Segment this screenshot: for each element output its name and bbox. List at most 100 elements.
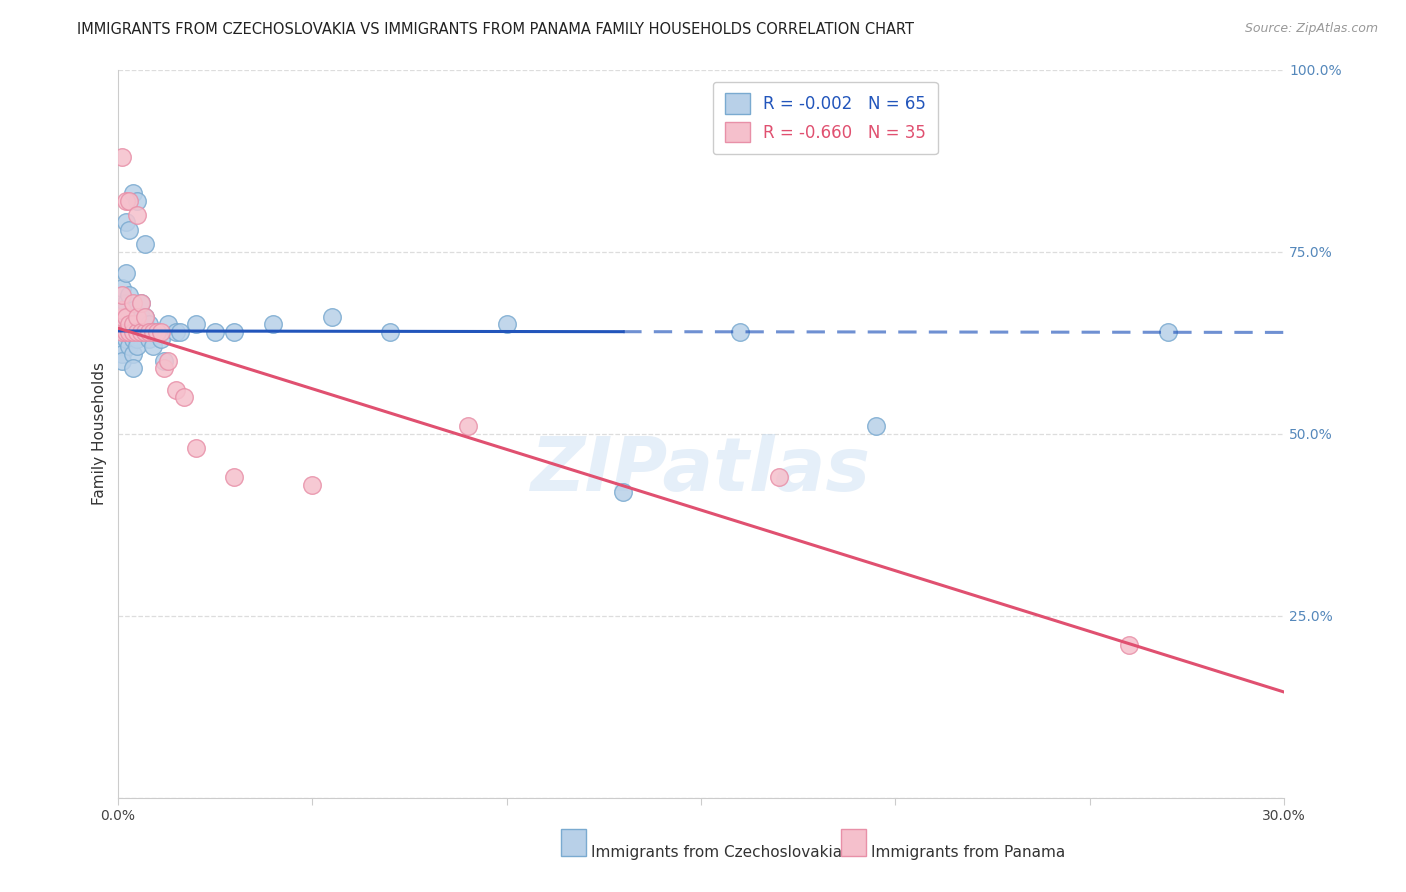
Point bbox=[114, 310, 136, 325]
Point bbox=[1156, 325, 1178, 339]
Point bbox=[184, 441, 207, 455]
Point bbox=[173, 390, 195, 404]
Point bbox=[127, 310, 149, 325]
Point bbox=[129, 325, 152, 339]
Point bbox=[118, 310, 141, 325]
Point bbox=[122, 325, 145, 339]
Point bbox=[134, 318, 156, 332]
Point bbox=[114, 215, 136, 229]
Point bbox=[768, 470, 790, 484]
Point bbox=[134, 310, 156, 325]
Point bbox=[127, 194, 149, 208]
Point bbox=[321, 310, 343, 325]
Point bbox=[145, 325, 167, 339]
Point bbox=[127, 325, 149, 339]
Point bbox=[111, 346, 134, 360]
Point bbox=[138, 332, 160, 346]
Point bbox=[122, 332, 145, 346]
Point bbox=[127, 318, 149, 332]
Text: ZIPatlas: ZIPatlas bbox=[531, 434, 872, 507]
Point bbox=[111, 150, 134, 164]
Point bbox=[111, 339, 134, 353]
Point bbox=[169, 325, 191, 339]
Point bbox=[127, 339, 149, 353]
Point bbox=[114, 302, 136, 317]
Text: Source: ZipAtlas.com: Source: ZipAtlas.com bbox=[1244, 22, 1378, 36]
Point bbox=[111, 310, 134, 325]
Point bbox=[165, 383, 187, 397]
Point bbox=[114, 295, 136, 310]
Y-axis label: Family Households: Family Households bbox=[93, 362, 107, 505]
Point bbox=[138, 325, 160, 339]
Point bbox=[111, 353, 134, 368]
Point bbox=[134, 237, 156, 252]
Point bbox=[224, 470, 246, 484]
Point bbox=[111, 295, 134, 310]
Point bbox=[111, 302, 134, 317]
Point bbox=[153, 361, 176, 376]
Point bbox=[122, 318, 145, 332]
Point bbox=[728, 325, 751, 339]
Point bbox=[118, 318, 141, 332]
Point bbox=[145, 325, 167, 339]
Point bbox=[149, 325, 172, 339]
Point bbox=[142, 325, 165, 339]
Point bbox=[114, 332, 136, 346]
Point bbox=[127, 332, 149, 346]
Point bbox=[118, 318, 141, 332]
Point bbox=[122, 346, 145, 360]
Point bbox=[122, 186, 145, 201]
Point bbox=[129, 325, 152, 339]
Point bbox=[118, 194, 141, 208]
Point bbox=[129, 318, 152, 332]
Point bbox=[114, 194, 136, 208]
Point bbox=[134, 310, 156, 325]
Point bbox=[612, 484, 634, 499]
Point bbox=[301, 477, 323, 491]
Point bbox=[184, 318, 207, 332]
Point bbox=[122, 318, 145, 332]
Point bbox=[138, 318, 160, 332]
Point bbox=[111, 281, 134, 295]
Point bbox=[122, 361, 145, 376]
Point bbox=[129, 310, 152, 325]
Point bbox=[134, 325, 156, 339]
Point bbox=[129, 295, 152, 310]
Point bbox=[111, 325, 134, 339]
Point bbox=[118, 288, 141, 302]
Point bbox=[149, 332, 172, 346]
Point bbox=[1118, 638, 1140, 652]
Point bbox=[457, 419, 479, 434]
Point bbox=[157, 353, 180, 368]
Point bbox=[111, 318, 134, 332]
Point bbox=[145, 325, 167, 339]
Point bbox=[262, 318, 284, 332]
Point bbox=[114, 325, 136, 339]
Point bbox=[111, 332, 134, 346]
Legend: R = -0.002   N = 65, R = -0.660   N = 35: R = -0.002 N = 65, R = -0.660 N = 35 bbox=[713, 81, 938, 153]
Point bbox=[111, 310, 134, 325]
Text: Immigrants from Panama: Immigrants from Panama bbox=[872, 845, 1066, 860]
Point bbox=[224, 325, 246, 339]
Point bbox=[129, 295, 152, 310]
Point bbox=[495, 318, 517, 332]
Point bbox=[122, 302, 145, 317]
Point bbox=[111, 302, 134, 317]
Point bbox=[122, 295, 145, 310]
Point bbox=[142, 325, 165, 339]
Point bbox=[127, 208, 149, 222]
Point bbox=[165, 325, 187, 339]
Point bbox=[118, 325, 141, 339]
Point bbox=[111, 325, 134, 339]
Point bbox=[134, 325, 156, 339]
Point bbox=[127, 325, 149, 339]
Point bbox=[114, 310, 136, 325]
Point bbox=[865, 419, 887, 434]
Point bbox=[142, 339, 165, 353]
Point bbox=[153, 353, 176, 368]
Text: IMMIGRANTS FROM CZECHOSLOVAKIA VS IMMIGRANTS FROM PANAMA FAMILY HOUSEHOLDS CORRE: IMMIGRANTS FROM CZECHOSLOVAKIA VS IMMIGR… bbox=[77, 22, 914, 37]
Point bbox=[204, 325, 226, 339]
Point bbox=[111, 288, 134, 302]
Point bbox=[157, 318, 180, 332]
Point bbox=[114, 325, 136, 339]
